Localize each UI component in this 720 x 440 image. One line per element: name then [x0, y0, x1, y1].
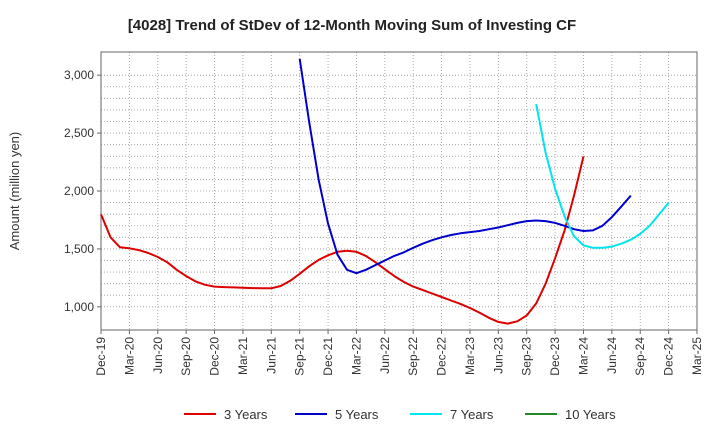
legend-label-3: 7 Years — [450, 407, 494, 422]
y-axis: 1,000 1,500 2,000 2,500 3,000 — [64, 68, 101, 314]
legend-label-1: 3 Years — [224, 407, 268, 422]
x-tick-label: Sep-20 — [179, 337, 193, 376]
x-tick-label: Dec-23 — [548, 337, 562, 376]
x-tick-label: Mar-20 — [122, 337, 136, 375]
x-tick-label: Jun-24 — [605, 337, 619, 374]
legend: 3 Years 5 Years 7 Years 10 Years — [184, 407, 616, 422]
x-tick-label: Jun-23 — [491, 337, 505, 374]
y-tick-label: 2,000 — [64, 184, 94, 198]
y-tick-label: 2,500 — [64, 126, 94, 140]
x-tick-label: Jun-22 — [378, 337, 392, 374]
x-tick-label: Sep-22 — [406, 337, 420, 376]
x-tick-label: Dec-24 — [662, 337, 676, 376]
y-tick-label: 1,500 — [64, 242, 94, 256]
series-line-1 — [100, 156, 585, 325]
x-tick-label: Dec-20 — [208, 337, 222, 376]
x-tick-label: Sep-24 — [633, 337, 647, 376]
series-layer — [100, 58, 670, 325]
grid — [100, 52, 698, 330]
x-tick-label: Mar-22 — [349, 337, 363, 375]
x-tick-label: Jun-20 — [151, 337, 165, 374]
x-tick-label: Mar-21 — [236, 337, 250, 375]
x-tick-label: Mar-25 — [690, 337, 704, 375]
series-line-2 — [298, 58, 632, 275]
x-tick-label: Dec-19 — [94, 337, 108, 376]
y-tick-label: 3,000 — [64, 68, 94, 82]
y-tick-label: 1,000 — [64, 300, 94, 314]
legend-label-4: 10 Years — [565, 407, 616, 422]
chart-title: [4028] Trend of StDev of 12-Month Moving… — [128, 17, 576, 34]
x-tick-label: Dec-21 — [321, 337, 335, 376]
x-tick-label: Dec-22 — [435, 337, 449, 376]
legend-label-2: 5 Years — [335, 407, 379, 422]
x-tick-label: Sep-21 — [293, 337, 307, 376]
y-axis-label: Amount (million yen) — [7, 132, 22, 251]
x-axis: Dec-19 Mar-20 Jun-20 Sep-20 Dec-20 Mar-21 Jun-… — [94, 330, 704, 376]
x-tick-label: Sep-23 — [520, 337, 534, 376]
series-line-3 — [535, 103, 670, 249]
x-tick-label: Jun-21 — [264, 337, 278, 374]
x-tick-label: Mar-23 — [463, 337, 477, 375]
x-tick-label: Mar-24 — [576, 337, 590, 375]
